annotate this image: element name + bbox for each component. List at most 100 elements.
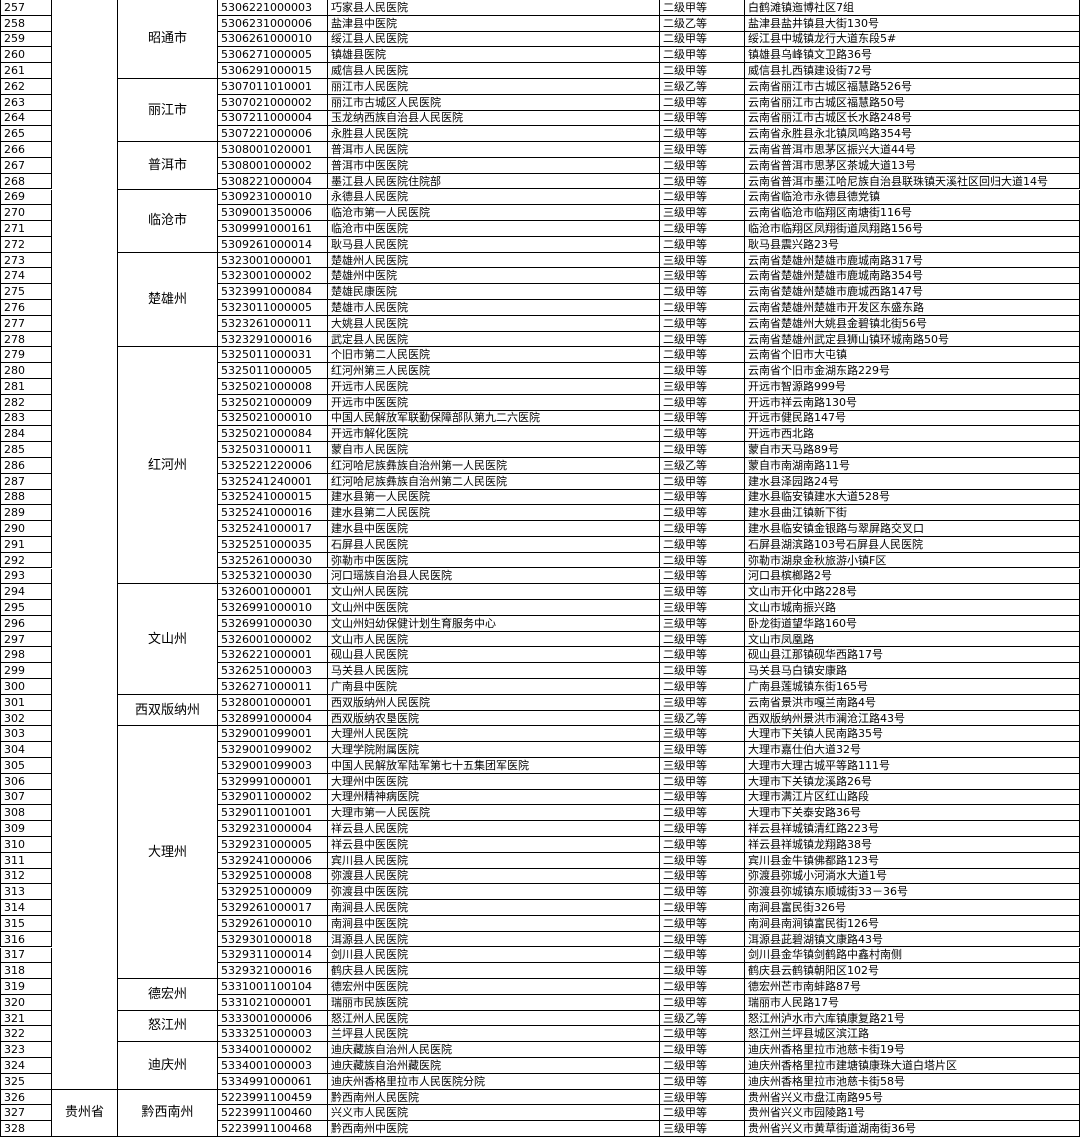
city-cell: 怒江州: [118, 1010, 218, 1043]
row-number: 266: [0, 142, 52, 158]
hospital-name: 马关县人民医院: [328, 663, 660, 680]
address: 石屏县湖滨路103号石屏县人民医院: [745, 536, 1080, 553]
address: 云南省丽江市古城区福慧路526号: [745, 78, 1080, 95]
hospital-level: 三级甲等: [660, 379, 745, 395]
hospital-name: 西双版纳州人民医院: [328, 694, 660, 711]
address: 文山市城南振兴路: [745, 600, 1080, 616]
city-cell: 丽江市: [118, 78, 218, 143]
hospital-level: 二级甲等: [660, 363, 745, 379]
hospital-level: 二级甲等: [660, 110, 745, 127]
hospital-code: 5323261000011: [218, 315, 328, 332]
hospital-level: 二级甲等: [660, 805, 745, 822]
row-number: 316: [0, 931, 52, 948]
address: 马关县马白镇安康路: [745, 663, 1080, 680]
hospital-code: 5329991000001: [218, 773, 328, 790]
hospital-name: 红河哈尼族彝族自治州第二人民医院: [328, 473, 660, 490]
address: 宾川县金牛镇佛都路123号: [745, 852, 1080, 869]
hospital-code: 5329231000004: [218, 821, 328, 837]
hospital-level: 二级甲等: [660, 221, 745, 237]
hospital-name: 大理市第一人民医院: [328, 805, 660, 822]
hospital-level: 三级乙等: [660, 710, 745, 727]
hospital-level: 三级甲等: [660, 252, 745, 269]
row-number: 325: [0, 1073, 52, 1090]
address: 开远市健民路147号: [745, 410, 1080, 427]
address: 云南省楚雄州武定县狮山镇环城南路50号: [745, 331, 1080, 348]
address: 怒江州兰坪县城区滨江路: [745, 1026, 1080, 1043]
address: 弥勒市湖泉金秋旅游小镇F区: [745, 552, 1080, 569]
row-number: 315: [0, 915, 52, 932]
hospital-level: 三级甲等: [660, 694, 745, 711]
address: 瑞丽市人民路17号: [745, 994, 1080, 1011]
hospital-code: 5306261000010: [218, 31, 328, 48]
hospital-level: 二级甲等: [660, 821, 745, 837]
hospital-name: 蒙自市人民医院: [328, 442, 660, 458]
address: 大理市嘉仕伯大道32号: [745, 742, 1080, 758]
row-number: 326: [0, 1089, 52, 1106]
row-number: 263: [0, 94, 52, 111]
hospital-code: 5334991000061: [218, 1073, 328, 1090]
row-number: 310: [0, 836, 52, 853]
address: 云南省楚雄州楚雄市开发区东盛东路: [745, 300, 1080, 316]
row-number: 258: [0, 15, 52, 32]
address: 蒙自市南湖南路11号: [745, 457, 1080, 474]
hospital-name: 个旧市第二人民医院: [328, 347, 660, 364]
hospital-code: 5329011000002: [218, 789, 328, 806]
hospital-code: 5329001099001: [218, 726, 328, 743]
hospital-code: 5334001000002: [218, 1042, 328, 1059]
row-number: 328: [0, 1121, 52, 1137]
row-number: 274: [0, 268, 52, 285]
address: 开远市西北路: [745, 426, 1080, 443]
address: 鹤庆县云鹤镇朝阳区102号: [745, 963, 1080, 980]
address: 云南省景洪市嘎兰南路4号: [745, 694, 1080, 711]
hospital-level: 二级甲等: [660, 773, 745, 790]
hospital-code: 5325031000011: [218, 442, 328, 458]
hospital-name: 广南县中医院: [328, 679, 660, 695]
row-number: 293: [0, 568, 52, 585]
address: 祥云县祥城镇清红路223号: [745, 821, 1080, 837]
hospital-name: 黔西南州人民医院: [328, 1089, 660, 1106]
row-number: 304: [0, 742, 52, 758]
hospital-level: 二级甲等: [660, 315, 745, 332]
row-number: 313: [0, 884, 52, 901]
hospital-name: 临沧市中医医院: [328, 221, 660, 237]
hospital-level: 三级乙等: [660, 1010, 745, 1027]
hospital-level: 二级甲等: [660, 663, 745, 680]
address: 建水县曲江镇新下街: [745, 505, 1080, 522]
city-cell: 文山州: [118, 584, 218, 695]
row-number: 322: [0, 1026, 52, 1043]
row-number: 292: [0, 552, 52, 569]
row-number: 314: [0, 900, 52, 916]
hospital-code: 5223991100460: [218, 1105, 328, 1122]
hospital-level: 二级甲等: [660, 394, 745, 411]
hospital-level: 二级甲等: [660, 963, 745, 980]
address: 怒江州泸水市六库镇康复路21号: [745, 1010, 1080, 1027]
hospital-name: 兰坪县人民医院: [328, 1026, 660, 1043]
row-number: 269: [0, 189, 52, 206]
hospital-name: 怒江州人民医院: [328, 1010, 660, 1027]
hospital-name: 大姚县人民医院: [328, 315, 660, 332]
hospital-level: 二级甲等: [660, 347, 745, 364]
hospital-name: 普洱市人民医院: [328, 142, 660, 158]
hospital-level: 三级甲等: [660, 758, 745, 774]
row-number: 303: [0, 726, 52, 743]
hospital-name: 镇雄县医院: [328, 47, 660, 64]
row-number: 295: [0, 600, 52, 616]
hospital-name: 黔西南州中医院: [328, 1121, 660, 1137]
hospital-name: 开远市人民医院: [328, 379, 660, 395]
address: 建水县临安镇建水大道528号: [745, 489, 1080, 506]
hospital-name: 迪庆州香格里拉市人民医院分院: [328, 1073, 660, 1090]
address: 砚山县江那镇砚华西路17号: [745, 647, 1080, 664]
row-number: 300: [0, 679, 52, 695]
hospital-level: 二级甲等: [660, 300, 745, 316]
address: 大理市下关镇龙溪路26号: [745, 773, 1080, 790]
city-cell: 红河州: [118, 347, 218, 585]
hospital-name: 南涧县人民医院: [328, 900, 660, 916]
hospital-code: 5329001099002: [218, 742, 328, 758]
hospital-level: 二级甲等: [660, 1026, 745, 1043]
hospital-name: 文山州人民医院: [328, 584, 660, 601]
row-number: 318: [0, 963, 52, 980]
hospital-code: 5325241240001: [218, 473, 328, 490]
hospital-level: 三级甲等: [660, 205, 745, 222]
hospital-code: 5307021000002: [218, 94, 328, 111]
hospital-level: 二级甲等: [660, 852, 745, 869]
